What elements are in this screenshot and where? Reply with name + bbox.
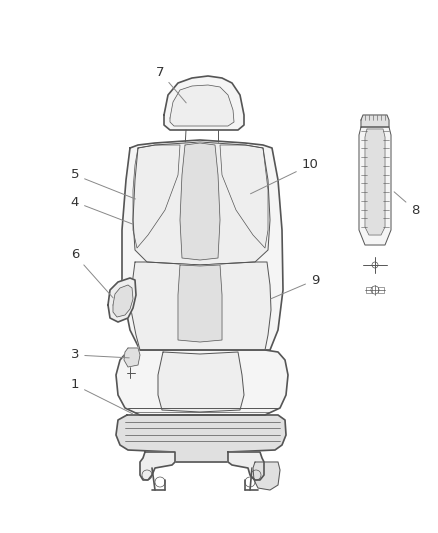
Text: 6: 6	[71, 248, 113, 298]
Polygon shape	[253, 462, 280, 490]
Polygon shape	[113, 285, 133, 317]
Polygon shape	[180, 143, 220, 260]
Text: 9: 9	[271, 273, 319, 299]
Polygon shape	[158, 352, 244, 412]
Polygon shape	[365, 129, 385, 235]
Text: 10: 10	[251, 158, 318, 194]
Polygon shape	[140, 452, 175, 480]
Polygon shape	[133, 145, 180, 248]
Polygon shape	[116, 350, 288, 415]
Text: 1: 1	[71, 378, 133, 414]
Polygon shape	[108, 278, 136, 322]
Polygon shape	[228, 452, 264, 480]
Text: 4: 4	[71, 196, 132, 224]
Text: 8: 8	[394, 192, 419, 216]
Polygon shape	[178, 265, 222, 342]
Polygon shape	[116, 415, 286, 462]
Polygon shape	[220, 145, 268, 248]
Polygon shape	[133, 142, 270, 265]
Text: 3: 3	[71, 349, 129, 361]
Polygon shape	[124, 348, 140, 367]
Polygon shape	[164, 76, 244, 130]
Text: 5: 5	[71, 168, 135, 199]
Polygon shape	[361, 115, 389, 127]
Polygon shape	[170, 85, 234, 126]
Polygon shape	[359, 127, 391, 245]
Polygon shape	[131, 262, 271, 350]
Polygon shape	[122, 140, 283, 350]
Text: 7: 7	[156, 66, 186, 103]
